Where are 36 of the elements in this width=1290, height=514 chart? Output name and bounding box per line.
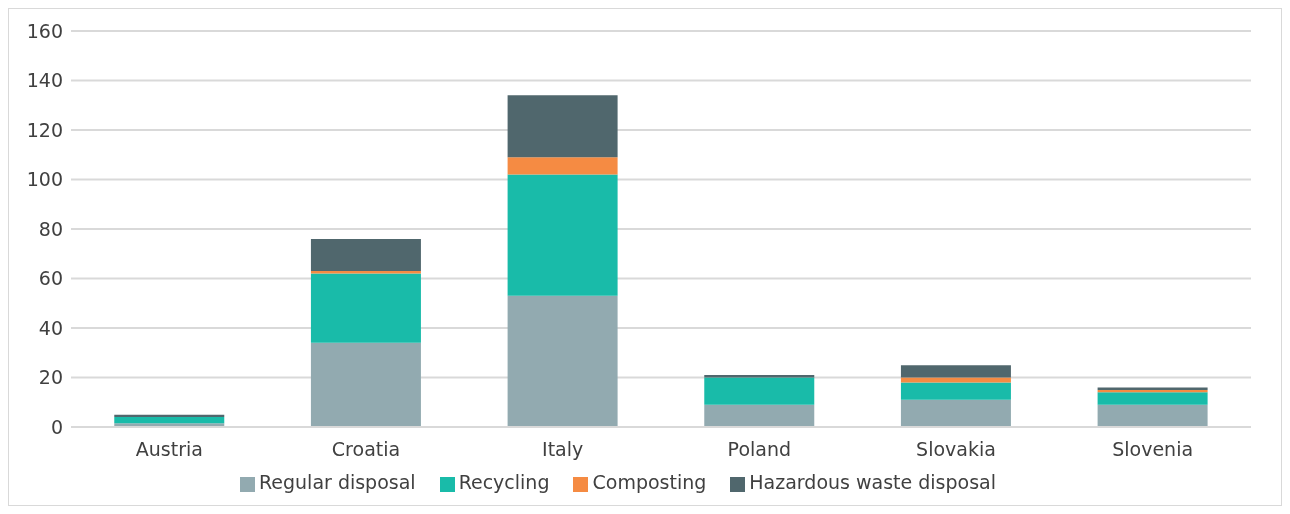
- x-tick-label: Croatia: [331, 438, 401, 461]
- y-tick-label: 20: [38, 366, 63, 389]
- bar: [900, 399, 1011, 427]
- bar: [900, 382, 1011, 400]
- bar: [900, 365, 1011, 378]
- y-tick-label: 40: [38, 316, 63, 339]
- y-tick-label: 160: [26, 19, 63, 42]
- bar: [507, 295, 618, 427]
- legend-label: Recycling: [458, 471, 550, 493]
- x-tick-label: Italy: [542, 438, 584, 461]
- x-tick-label: Austria: [135, 438, 203, 461]
- bar: [507, 174, 618, 296]
- x-tick-label: Poland: [727, 438, 792, 461]
- bar: [310, 271, 421, 274]
- bar: [507, 95, 618, 158]
- bar: [310, 342, 421, 427]
- bar: [704, 377, 815, 405]
- bar: [704, 404, 815, 427]
- bar: [1097, 392, 1208, 405]
- legend-label: Composting: [592, 471, 707, 493]
- bar: [310, 273, 421, 343]
- y-tick-label: 120: [26, 118, 63, 141]
- y-tick-label: 140: [26, 69, 63, 92]
- legend-label: Hazardous waste disposal: [749, 471, 997, 493]
- bar: [114, 417, 225, 424]
- bar: [310, 238, 421, 272]
- x-tick-label: Slovakia: [916, 438, 996, 461]
- y-tick-label: 100: [26, 168, 63, 191]
- legend-label: Regular disposal: [258, 471, 416, 493]
- y-tick-label: 60: [38, 267, 63, 290]
- bar: [507, 157, 618, 175]
- x-tick-label: Slovenia: [1112, 438, 1194, 461]
- y-tick-label: 80: [38, 217, 63, 240]
- bar: [1097, 404, 1208, 427]
- bar: [704, 375, 815, 378]
- y-tick-label: 0: [50, 415, 63, 438]
